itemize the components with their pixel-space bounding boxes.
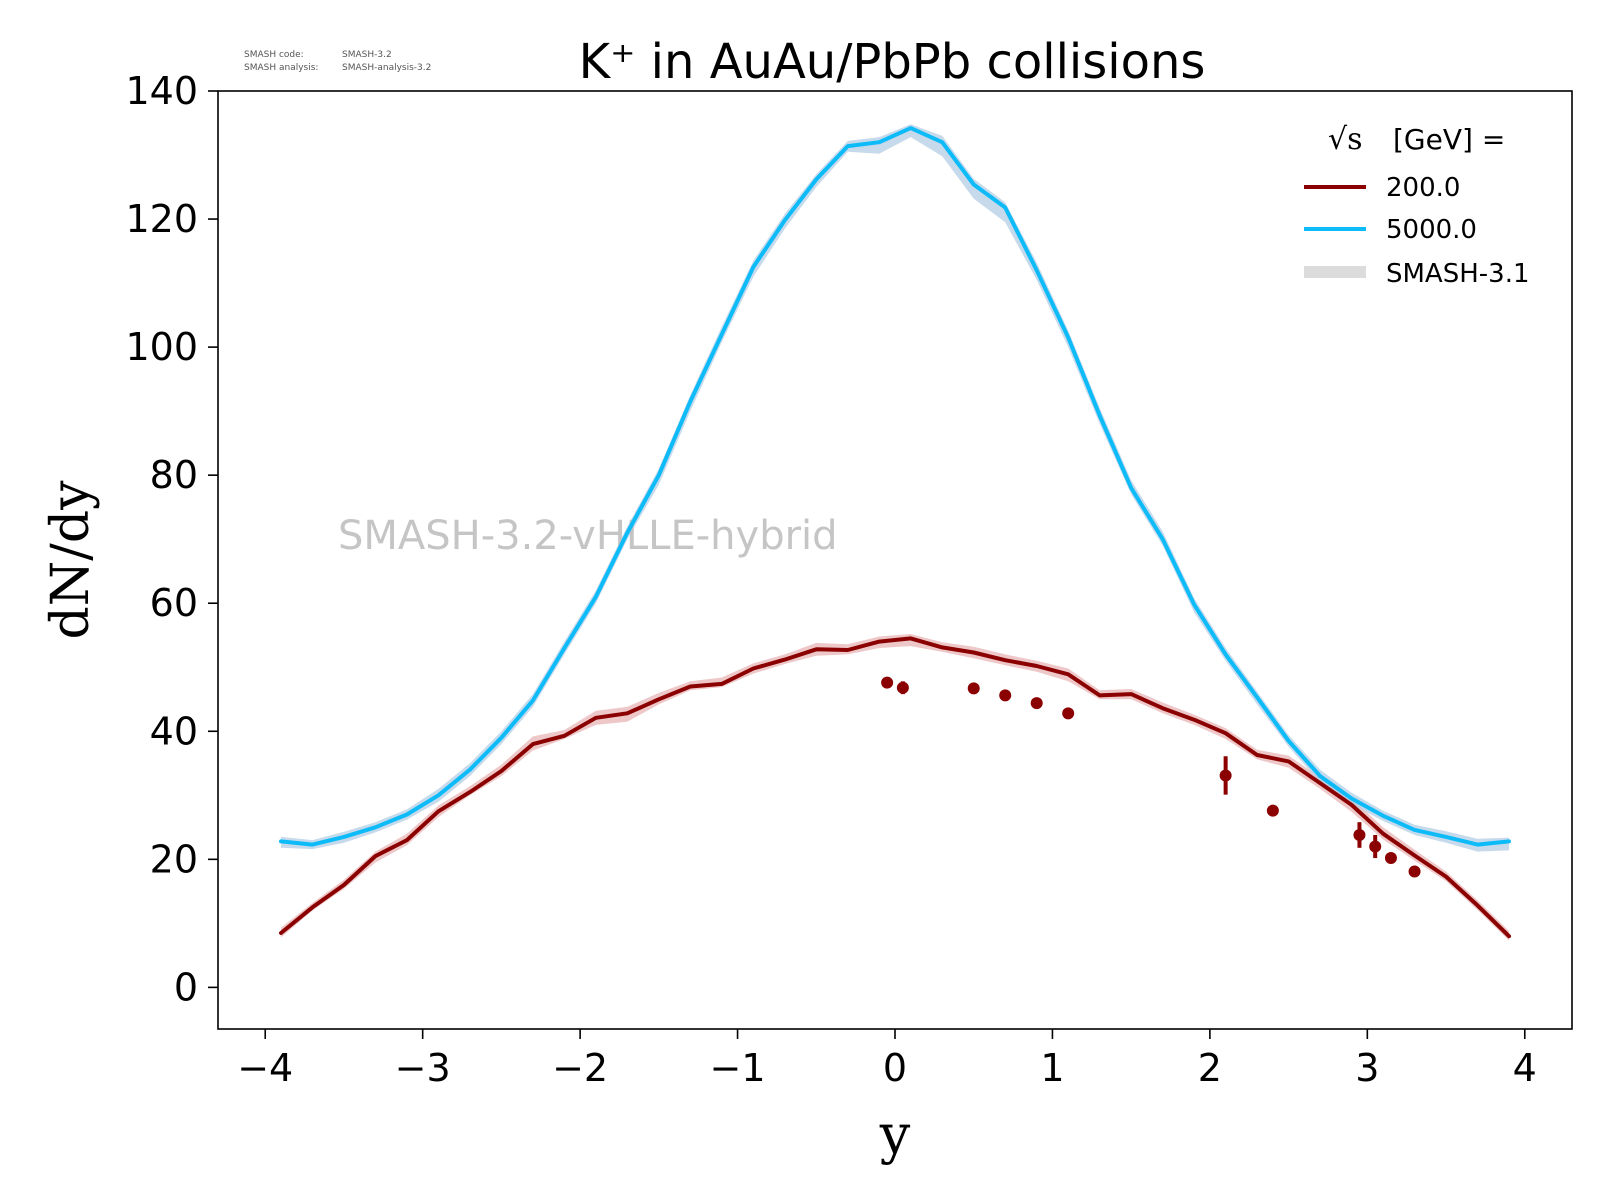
measured-point bbox=[1030, 697, 1043, 710]
x-tick-label: 2 bbox=[1198, 1046, 1222, 1090]
y-axis-label: dN/dy bbox=[41, 480, 101, 640]
series-line-200-0 bbox=[279, 636, 1511, 939]
x-tick-label: 0 bbox=[883, 1046, 907, 1090]
measured-point bbox=[1353, 828, 1366, 841]
x-tick-label: −4 bbox=[237, 1046, 293, 1090]
measured-point bbox=[1062, 707, 1075, 720]
measured-point bbox=[896, 681, 909, 694]
legend-label-smash31: SMASH-3.1 bbox=[1386, 259, 1530, 289]
y-tick-label: 120 bbox=[125, 197, 198, 241]
measured-point bbox=[1384, 852, 1397, 865]
version-info-analysis-label: SMASH analysis: bbox=[244, 63, 318, 73]
y-tick-label: 140 bbox=[125, 69, 198, 113]
legend: √s [GeV] = 200.0 5000.0 SMASH-3.1 bbox=[1304, 122, 1530, 289]
measured-point bbox=[1369, 840, 1382, 853]
measured-point bbox=[967, 682, 980, 695]
y-axis: 0 20 40 60 80 100 120 140 bbox=[125, 69, 218, 1009]
x-tick-label: 1 bbox=[1040, 1046, 1064, 1090]
plot-area: SMASH-3.2-vHLLE-hybrid bbox=[279, 124, 1511, 941]
measured-point bbox=[1219, 769, 1232, 782]
version-info-code-value: SMASH-3.2 bbox=[342, 50, 392, 60]
y-tick-label: 20 bbox=[150, 837, 198, 881]
version-info-code-label: SMASH code: bbox=[244, 50, 304, 60]
measured-point bbox=[881, 676, 894, 689]
x-tick-label: −2 bbox=[552, 1046, 608, 1090]
lines-layer bbox=[279, 126, 1511, 939]
x-axis-label: y bbox=[879, 1103, 911, 1166]
y-tick-label: 100 bbox=[125, 325, 198, 369]
version-info-analysis-value: SMASH-analysis-3.2 bbox=[342, 63, 431, 73]
points-layer bbox=[881, 676, 1421, 878]
x-tick-label: 3 bbox=[1355, 1046, 1379, 1090]
x-axis: −4 −3 −2 −1 0 1 2 3 4 bbox=[237, 1029, 1537, 1090]
x-tick-label: −3 bbox=[395, 1046, 451, 1090]
legend-title-symbol: √s bbox=[1328, 122, 1363, 157]
legend-label-200: 200.0 bbox=[1386, 173, 1460, 203]
measured-point bbox=[999, 689, 1012, 702]
measured-point bbox=[1266, 804, 1279, 817]
y-tick-label: 80 bbox=[150, 453, 198, 497]
x-tick-label: 4 bbox=[1513, 1046, 1537, 1090]
legend-title: [GeV] = bbox=[1393, 123, 1505, 156]
y-tick-label: 40 bbox=[150, 709, 198, 753]
y-tick-label: 0 bbox=[174, 965, 198, 1009]
watermark: SMASH-3.2-vHLLE-hybrid bbox=[338, 513, 838, 559]
x-tick-label: −1 bbox=[710, 1046, 766, 1090]
measured-point bbox=[1408, 865, 1421, 878]
legend-label-5000: 5000.0 bbox=[1386, 215, 1477, 245]
y-tick-label: 60 bbox=[150, 581, 198, 625]
chart-title: K⁺ in AuAu/PbPb collisions bbox=[579, 34, 1206, 90]
series-line-5000-0 bbox=[279, 126, 1511, 847]
version-info: SMASH code: SMASH-3.2 SMASH analysis: SM… bbox=[244, 50, 431, 73]
